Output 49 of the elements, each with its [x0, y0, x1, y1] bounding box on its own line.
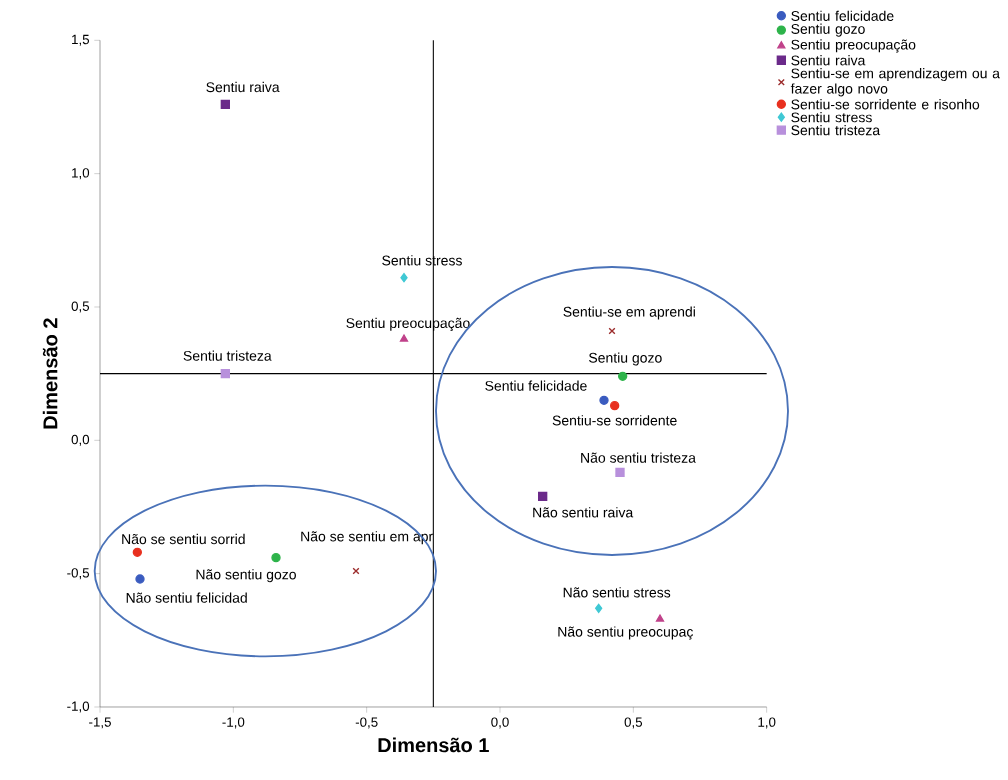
y-tick-label: 0,5: [71, 301, 90, 313]
x-axis-title: Dimensão 1: [378, 737, 489, 753]
annotation: Sentiu gozo: [588, 352, 662, 366]
legend-label: Sentiu gozo: [791, 23, 865, 37]
annotation: Não se sentiu sorrid: [122, 533, 245, 545]
legend-label: Sentiu raiva: [791, 55, 866, 66]
annotation: Sentiu tristeza: [183, 350, 272, 361]
annotation: Sentiu-se em aprendi: [563, 306, 695, 320]
legend-label: Sentiu-se sorridente e risonho: [791, 99, 980, 110]
annotation: Não sentiu raiva: [533, 507, 634, 518]
x-tick-label: 0,5: [624, 717, 643, 729]
annotation: Sentiu-se sorridente: [552, 415, 677, 426]
point: [399, 334, 409, 342]
annotation: Não sentiu stress: [563, 587, 671, 598]
point: [538, 491, 548, 501]
y-axis-title: Dimensão 2: [42, 318, 58, 429]
point: [135, 574, 145, 584]
point: [400, 272, 408, 283]
annotation: Não sentiu tristeza: [581, 452, 696, 463]
point: [655, 614, 665, 622]
y-tick-label: -0,5: [67, 568, 90, 580]
point: [610, 400, 620, 411]
annotation: Sentiu felicidade: [485, 380, 587, 391]
x-tick-label: 1,0: [758, 717, 776, 729]
point: [220, 99, 231, 109]
y-tick-label: -1,0: [67, 701, 90, 713]
legend-label: Sentiu preocupação: [791, 39, 916, 53]
annotation: Não sentiu preocupaç: [558, 626, 694, 640]
legend-label: Sentiu stress: [791, 112, 872, 123]
point: [599, 395, 609, 405]
annotation: Não sentiu gozo: [196, 569, 296, 583]
legend-label: Sentiu-se em aprendizagem ou a fazer algo novo: [790, 68, 1000, 97]
annotation: Sentiu raiva: [206, 81, 280, 93]
x-tick-label: -1,0: [222, 717, 245, 729]
y-tick-label: 1,5: [72, 34, 90, 46]
point: [220, 368, 231, 379]
legend-label: Sentiu felicidade: [791, 10, 894, 21]
annotation: Não sentiu felicidad: [126, 592, 247, 603]
x-tick-label: 0,0: [491, 717, 509, 729]
point: [595, 603, 603, 613]
y-tick-label: 0,0: [71, 434, 90, 446]
x-tick-label: -0,5: [355, 717, 378, 729]
point: [618, 371, 628, 381]
y-tick-label: 1,0: [72, 168, 90, 180]
x-tick-label: -1,5: [89, 717, 111, 729]
point: [615, 467, 625, 477]
legend-label: Sentiu tristeza: [791, 124, 881, 136]
point: [132, 547, 143, 557]
point: [271, 552, 281, 563]
